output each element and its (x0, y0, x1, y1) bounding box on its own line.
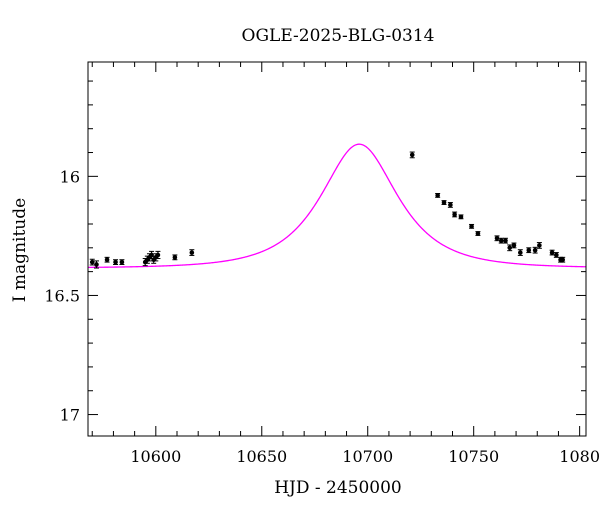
x-tick-label: 10600 (130, 447, 181, 466)
data-point (452, 212, 457, 217)
data-point (526, 247, 532, 253)
data-point (507, 245, 513, 251)
x-axis-label: HJD - 2450000 (274, 478, 402, 498)
data-point (469, 224, 474, 229)
data-point (518, 250, 523, 255)
data-point (448, 202, 453, 208)
x-tick-label: 10750 (448, 447, 499, 466)
x-tick-label: 10650 (236, 447, 287, 466)
plot-area: 10600 10650 10700 10750 1080 16 16.5 17 (44, 61, 600, 466)
data-point (498, 238, 504, 243)
plot-frame (87, 61, 587, 437)
data-point (511, 243, 517, 248)
data-point (155, 252, 161, 258)
y-tick-label: 17 (60, 406, 80, 425)
data-point (494, 235, 500, 241)
data-point (113, 259, 118, 265)
data-point (409, 152, 415, 158)
data-point (104, 257, 110, 263)
x-tick-label: 10700 (342, 447, 393, 466)
y-tick-label: 16 (60, 167, 80, 186)
model-curve (88, 143, 587, 269)
data-point (532, 247, 538, 253)
data-point (537, 243, 542, 248)
data-point (554, 252, 559, 258)
data-point (435, 193, 440, 198)
data-point (458, 214, 464, 220)
data-point (441, 200, 447, 205)
data-point (89, 259, 95, 265)
data-point (94, 262, 99, 267)
data-point (189, 250, 195, 255)
y-axis-label: I magnitude (10, 198, 30, 302)
data-point (549, 250, 555, 255)
data-point (503, 238, 508, 243)
chart-title: OGLE-2025-BLG-0314 (242, 26, 435, 46)
y-tick-label: 16.5 (44, 286, 80, 305)
x-tick-label: 1080 (559, 447, 600, 466)
data-point (475, 231, 481, 236)
data-point (560, 257, 565, 263)
data-point (119, 259, 125, 265)
data-point (172, 255, 178, 260)
